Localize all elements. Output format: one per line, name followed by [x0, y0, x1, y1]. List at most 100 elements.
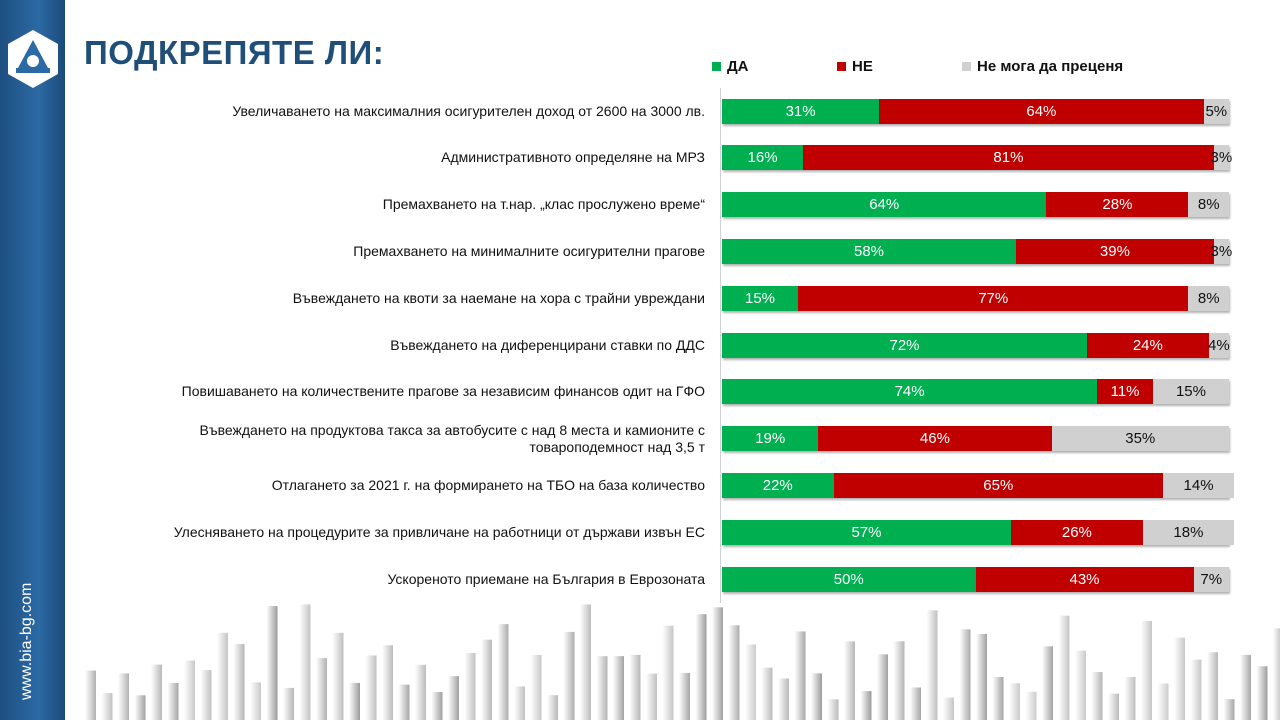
decor-bar — [943, 697, 954, 720]
decor-bar — [695, 614, 707, 720]
bar-segment-unsure: 3% — [1211, 145, 1232, 171]
data-label: 35% — [1125, 430, 1156, 448]
page-title: ПОДКРЕПЯТЕ ЛИ: — [84, 34, 385, 71]
data-label: 16% — [747, 149, 778, 167]
data-label: 31% — [785, 102, 816, 120]
decor-bar — [629, 654, 641, 720]
decor-bar — [1042, 646, 1053, 720]
decor-bar — [1240, 654, 1251, 720]
bar-segment-yes: 19% — [722, 426, 819, 452]
bar-segment-no: 43% — [975, 566, 1194, 592]
decor-bar — [184, 660, 195, 720]
decor-bar — [101, 693, 113, 720]
bar-row: 15% 77% 8% — [722, 285, 1229, 311]
data-label: 58% — [854, 242, 885, 260]
decor-bar — [844, 641, 855, 720]
data-label: 64% — [869, 196, 900, 214]
decor-bar — [992, 677, 1004, 720]
bar-segment-no: 77% — [798, 285, 1189, 311]
decor-bar — [1058, 615, 1070, 720]
decor-bar — [827, 699, 839, 720]
bar-row: 64% 28% 8% — [722, 192, 1229, 218]
category-label: Въвеждането на продуктова такса за автоб… — [199, 421, 705, 455]
decor-bar — [580, 604, 591, 720]
bar-row: 22% 65% 14% — [722, 472, 1235, 498]
decor-bar — [332, 632, 344, 720]
data-label: 64% — [1026, 102, 1057, 120]
decor-bar — [712, 607, 723, 720]
decor-bar — [1174, 637, 1185, 720]
data-label: 57% — [851, 523, 882, 541]
bar-segment-unsure: 18% — [1142, 519, 1235, 545]
chart-legend: ДА НЕ Не мога да преценя — [712, 58, 1123, 75]
decor-bar — [959, 629, 971, 720]
decor-bar — [596, 656, 608, 720]
decor-bar — [464, 652, 476, 720]
category-label: Улесняването на процедурите за привличан… — [173, 523, 705, 540]
category-label: Увеличаването на максималния осигурителе… — [232, 102, 705, 119]
data-label: 8% — [1197, 196, 1220, 214]
decor-bar — [662, 625, 674, 720]
bar-segment-no: 39% — [1016, 238, 1214, 264]
decor-bar — [877, 654, 888, 720]
decor-bar — [1091, 672, 1103, 720]
bar-segment-yes: 72% — [722, 332, 1088, 358]
legend-item-unsure: Не мога да преценя — [962, 58, 1123, 75]
decor-bar — [448, 676, 459, 720]
bar-row: 72% 24% 4% — [722, 332, 1230, 358]
legend-label: НЕ — [852, 58, 873, 75]
bar-segment-unsure: 14% — [1163, 472, 1235, 498]
bar-segment-unsure: 35% — [1051, 426, 1229, 452]
decor-bar — [415, 664, 426, 720]
bar-segment-no: 26% — [1010, 519, 1143, 545]
bar-segment-no: 81% — [803, 145, 1214, 171]
bar-segment-yes: 22% — [722, 472, 834, 498]
category-label: Повишаването на количествените прагове з… — [181, 383, 705, 400]
category-label: Отлагането за 2021 г. на формирането на … — [271, 476, 705, 493]
decor-bar — [778, 678, 789, 720]
bar-segment-yes: 31% — [722, 98, 880, 124]
decor-bar — [481, 639, 492, 720]
bar-row: 16% 81% 3% — [722, 145, 1232, 171]
data-label: 26% — [1061, 523, 1092, 541]
bar-segment-unsure: 5% — [1203, 98, 1229, 124]
bar-segment-no: 65% — [833, 472, 1164, 498]
decor-bar — [1207, 652, 1218, 720]
bar-row: 19% 46% 35% — [722, 426, 1229, 452]
category-label: Ускореното приемане на България в Еврозо… — [387, 570, 705, 587]
decor-bar — [167, 682, 179, 720]
decor-bar — [250, 682, 261, 720]
decor-bar — [365, 655, 377, 720]
data-label: 46% — [919, 430, 950, 448]
decor-bar — [299, 604, 311, 720]
decor-bar — [547, 695, 558, 720]
decor-bar — [266, 606, 278, 720]
decor-bar — [530, 654, 542, 720]
decor-bar — [349, 682, 360, 720]
decor-bar — [1009, 683, 1020, 720]
data-label: 65% — [983, 476, 1014, 494]
decor-bar — [613, 656, 624, 720]
data-label: 3% — [1210, 242, 1233, 260]
bia-logo-icon — [8, 30, 58, 88]
data-label: 81% — [993, 149, 1024, 167]
bar-segment-no: 11% — [1097, 379, 1153, 405]
legend-label: Не мога да преценя — [977, 58, 1124, 75]
decor-bar — [926, 610, 938, 720]
bar-segment-no: 24% — [1087, 332, 1209, 358]
decor-bar — [563, 631, 575, 720]
decor-bar — [283, 687, 294, 720]
bar-segment-unsure: 15% — [1152, 379, 1229, 405]
bar-segment-unsure: 8% — [1188, 192, 1229, 218]
bar-row: 74% 11% 15% — [722, 379, 1229, 405]
decor-bar — [1141, 620, 1152, 720]
category-label: Въвеждането на диференцирани ставки по Д… — [390, 336, 705, 353]
decor-bar — [728, 625, 740, 720]
bar-row: 58% 39% 3% — [722, 238, 1232, 264]
decor-bar — [679, 672, 690, 720]
decor-bar — [134, 695, 146, 720]
decor-bar — [85, 670, 96, 720]
bar-segment-yes: 15% — [722, 285, 799, 311]
category-label: Премахването на минималните осигурителни… — [353, 242, 705, 259]
data-label: 8% — [1197, 289, 1220, 307]
